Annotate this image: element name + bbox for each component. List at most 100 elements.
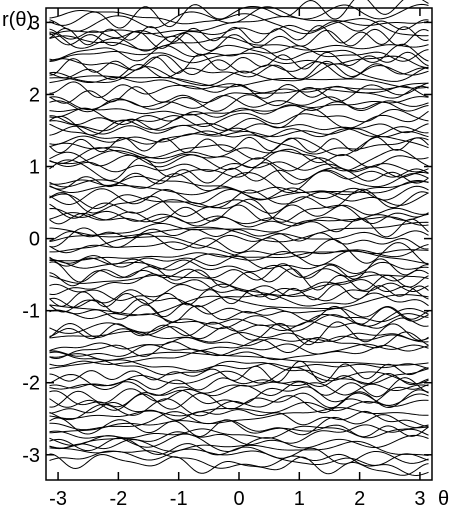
series-line-22 bbox=[49, 351, 429, 385]
series-line-2 bbox=[49, 450, 429, 476]
series-line-52 bbox=[49, 221, 429, 243]
x-tick-label-0: -3 bbox=[49, 488, 67, 510]
series-line-62 bbox=[49, 175, 429, 196]
x-axis-label: θ bbox=[438, 488, 449, 510]
x-tick-label-3: 0 bbox=[233, 488, 244, 510]
series-line-9 bbox=[49, 417, 429, 438]
series-line-78 bbox=[49, 101, 429, 126]
series-line-11 bbox=[49, 407, 429, 434]
series-line-46 bbox=[49, 244, 429, 271]
series-line-48 bbox=[49, 235, 429, 264]
series-line-31 bbox=[49, 317, 429, 340]
series-line-84 bbox=[49, 76, 429, 94]
series-line-35 bbox=[49, 297, 429, 320]
x-tick-label-2: -1 bbox=[170, 488, 188, 510]
x-tick-label-4: 1 bbox=[294, 488, 305, 510]
series-line-8 bbox=[49, 424, 429, 439]
series-line-54 bbox=[49, 212, 429, 238]
series-line-99 bbox=[49, 3, 429, 32]
series-line-83 bbox=[49, 81, 429, 99]
series-line-97 bbox=[49, 16, 429, 36]
series-line-50 bbox=[49, 230, 429, 254]
y-tick-label-5: 2 bbox=[29, 84, 40, 106]
series-line-18 bbox=[49, 381, 429, 396]
x-tick-label-6: 3 bbox=[414, 488, 425, 510]
series-line-69 bbox=[49, 142, 429, 168]
series-line-68 bbox=[49, 149, 429, 172]
series-line-58 bbox=[49, 188, 429, 219]
series-line-17 bbox=[49, 377, 429, 408]
x-tick-label-1: -2 bbox=[109, 488, 127, 510]
series-line-24 bbox=[49, 351, 429, 369]
series-line-3 bbox=[49, 445, 429, 466]
series-line-7 bbox=[49, 424, 429, 450]
series-line-12 bbox=[49, 401, 429, 427]
series-line-49 bbox=[49, 227, 429, 266]
y-tick-label-0: -3 bbox=[22, 445, 40, 467]
series-line-88 bbox=[49, 54, 429, 79]
series-line-77 bbox=[49, 107, 429, 128]
series-line-94 bbox=[49, 28, 429, 51]
series-line-26 bbox=[49, 343, 429, 357]
series-line-36 bbox=[49, 294, 429, 316]
series-line-87 bbox=[49, 60, 429, 80]
series-line-15 bbox=[49, 389, 429, 411]
series-line-72 bbox=[49, 123, 429, 155]
series-line-91 bbox=[49, 43, 429, 63]
series-layer bbox=[49, 0, 429, 476]
series-line-21 bbox=[49, 360, 429, 383]
series-line-53 bbox=[49, 216, 429, 243]
series-line-30 bbox=[49, 321, 429, 346]
series-line-1 bbox=[49, 453, 429, 476]
series-line-67 bbox=[49, 151, 429, 173]
series-line-28 bbox=[49, 332, 429, 352]
series-line-74 bbox=[49, 124, 429, 138]
series-line-43 bbox=[49, 258, 429, 287]
series-line-65 bbox=[49, 157, 429, 185]
series-line-40 bbox=[49, 273, 429, 300]
series-line-80 bbox=[49, 94, 429, 113]
series-line-33 bbox=[49, 310, 429, 327]
y-axis-label: r(θ) bbox=[2, 9, 33, 31]
y-tick-label-3: 0 bbox=[29, 229, 40, 251]
x-tick-label-5: 2 bbox=[354, 488, 365, 510]
series-line-66 bbox=[49, 160, 429, 178]
tick-layer: -3 -2 -1 0 1 2 3 -3 -2 -1 0 1 2 3 bbox=[22, 8, 432, 510]
series-line-57 bbox=[49, 192, 429, 224]
series-line-59 bbox=[49, 189, 429, 209]
series-line-5 bbox=[49, 437, 429, 456]
series-line-42 bbox=[49, 261, 429, 291]
series-line-79 bbox=[49, 96, 429, 116]
series-line-64 bbox=[49, 167, 429, 190]
series-line-55 bbox=[49, 207, 429, 225]
series-line-4 bbox=[49, 437, 429, 465]
series-line-63 bbox=[49, 169, 429, 194]
series-line-75 bbox=[49, 118, 429, 134]
series-line-92 bbox=[49, 31, 429, 62]
series-line-93 bbox=[49, 35, 429, 51]
series-line-10 bbox=[49, 411, 429, 436]
series-line-38 bbox=[49, 284, 429, 308]
series-line-41 bbox=[49, 274, 429, 297]
y-tick-label-1: -2 bbox=[22, 373, 40, 395]
y-tick-label-6: 3 bbox=[29, 12, 40, 34]
series-line-14 bbox=[49, 392, 429, 421]
series-line-16 bbox=[49, 384, 429, 408]
series-line-51 bbox=[49, 228, 429, 250]
series-line-20 bbox=[49, 366, 429, 390]
series-line-85 bbox=[49, 75, 429, 89]
series-line-73 bbox=[49, 128, 429, 145]
series-line-95 bbox=[49, 25, 429, 46]
series-line-60 bbox=[49, 185, 429, 205]
series-line-71 bbox=[49, 136, 429, 154]
series-line-70 bbox=[49, 136, 429, 164]
series-line-32 bbox=[49, 307, 429, 334]
series-line-19 bbox=[49, 372, 429, 391]
series-line-34 bbox=[49, 304, 429, 325]
series-line-13 bbox=[49, 399, 429, 420]
series-line-89 bbox=[49, 51, 429, 76]
series-line-56 bbox=[49, 204, 429, 224]
y-tick-label-4: 1 bbox=[29, 157, 40, 179]
y-tick-label-2: -1 bbox=[22, 301, 40, 323]
